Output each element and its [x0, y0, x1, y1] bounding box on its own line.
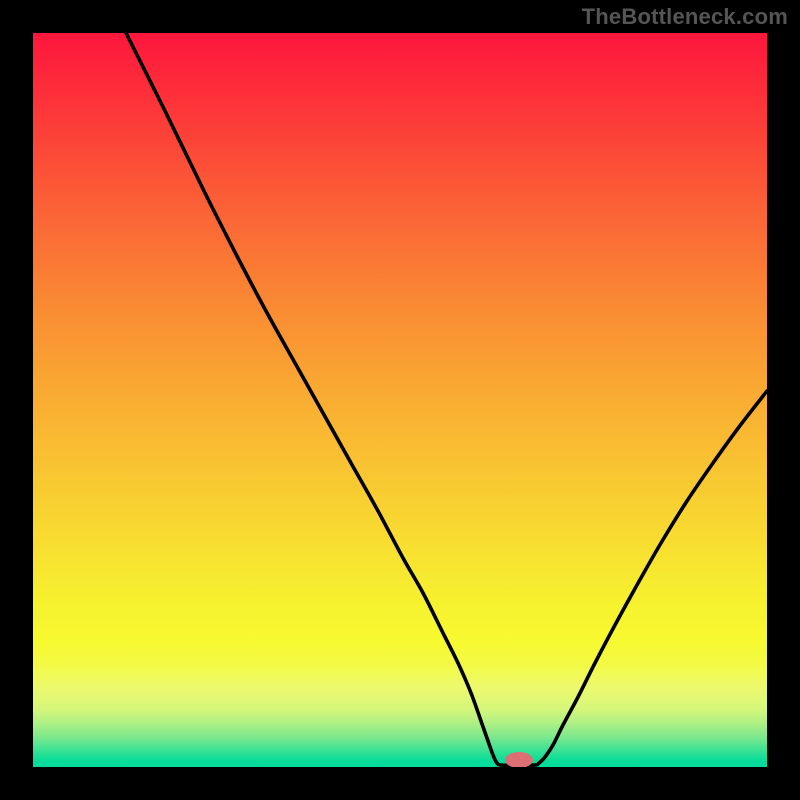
bottleneck-curve [33, 33, 767, 767]
watermark-text: TheBottleneck.com [582, 4, 788, 30]
plot-area [33, 33, 767, 767]
minimum-marker [505, 752, 533, 767]
chart-frame: TheBottleneck.com [0, 0, 800, 800]
